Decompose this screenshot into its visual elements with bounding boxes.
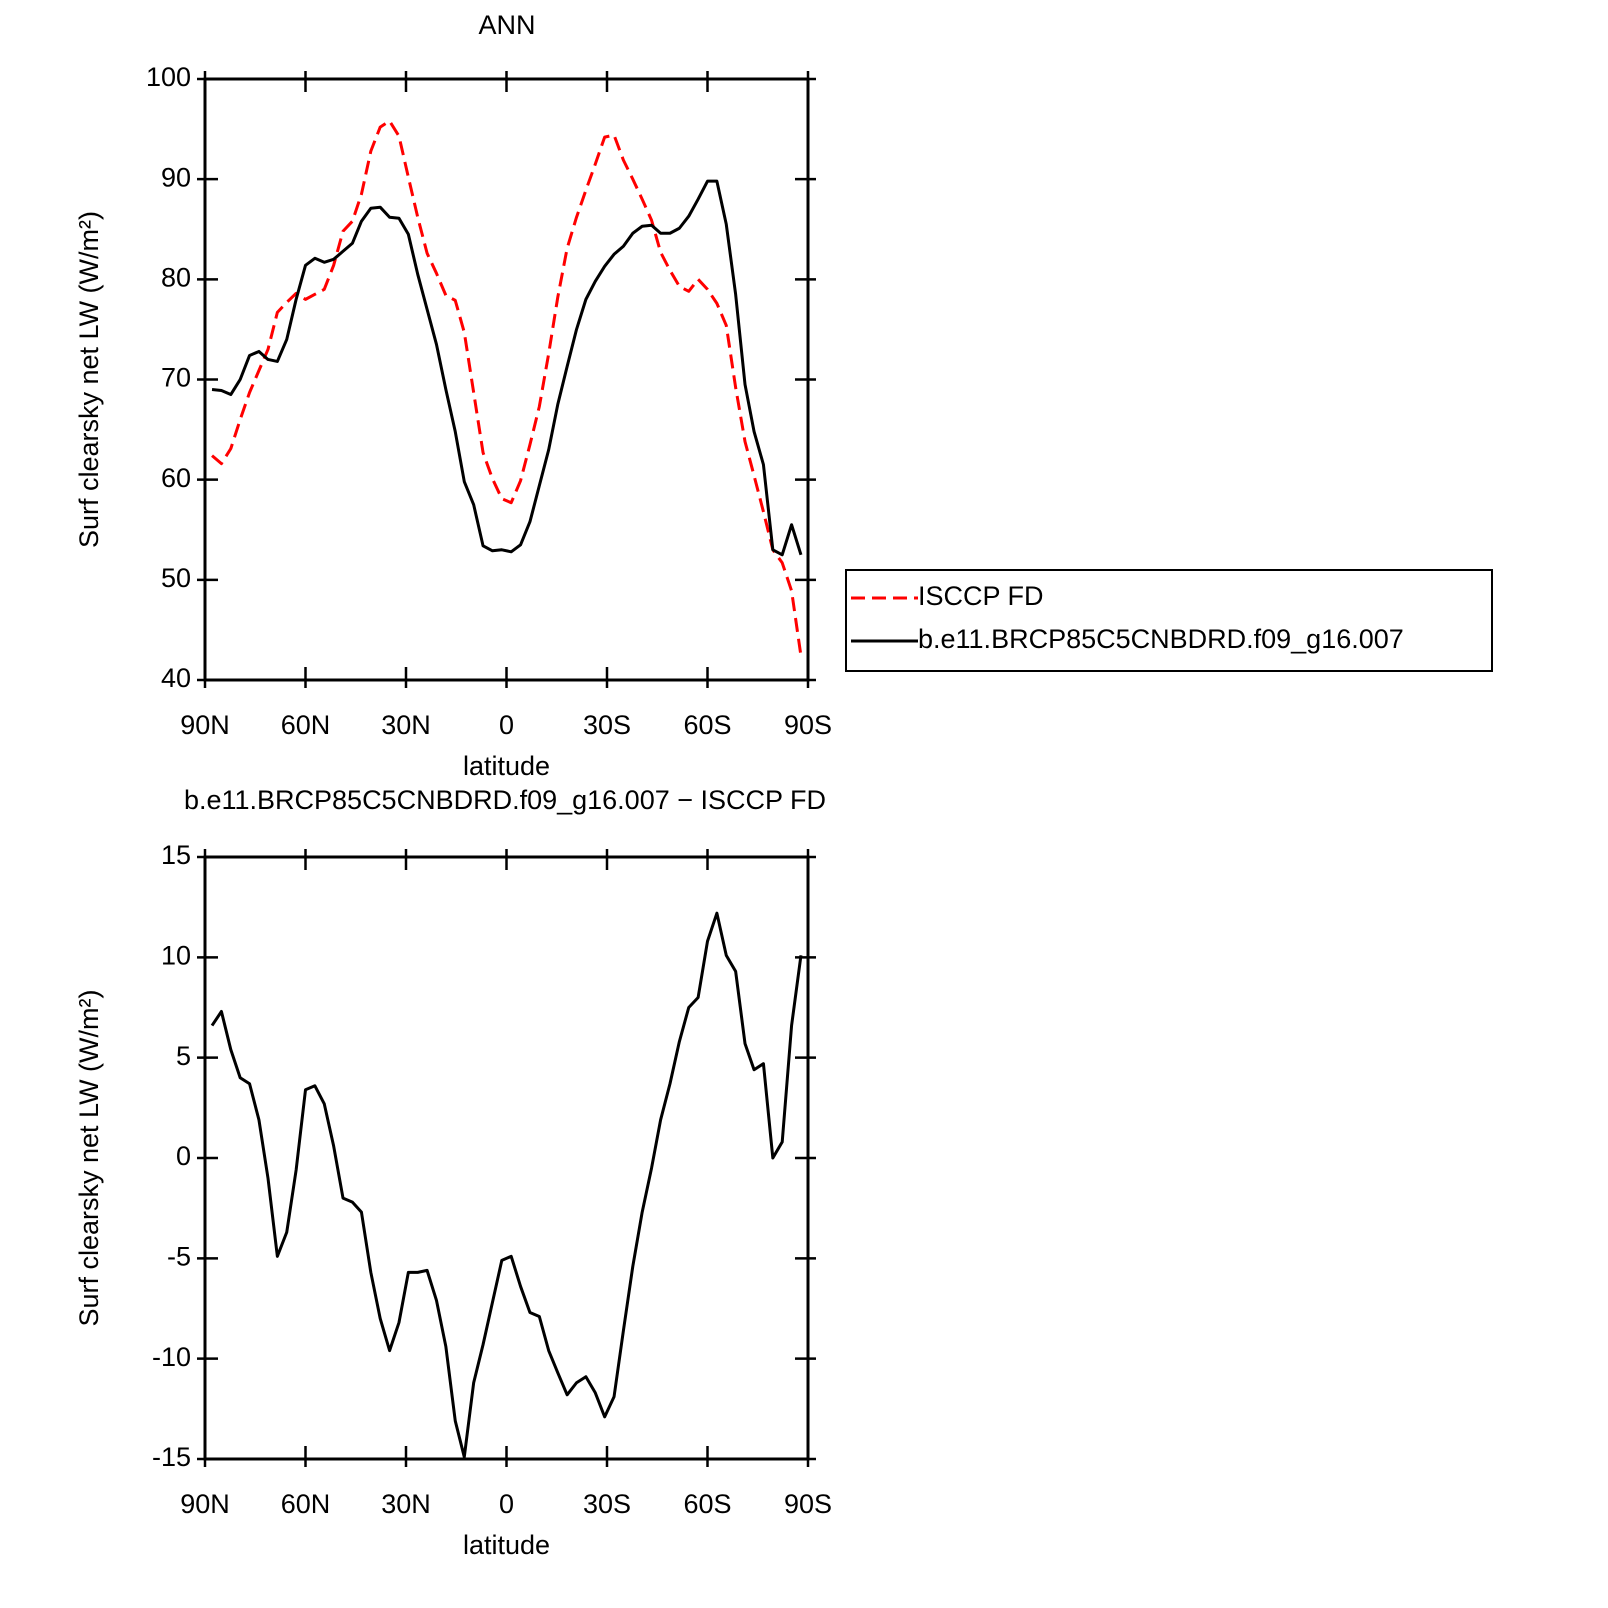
- y-tick-label: 80: [161, 262, 191, 292]
- y-tick-label: 5: [176, 1041, 191, 1071]
- chart-title: ANN: [478, 10, 535, 40]
- series-line: [211, 179, 803, 557]
- x-tick-label: 60S: [683, 710, 731, 740]
- x-axis-label: latitude: [463, 1530, 550, 1560]
- y-tick-label: 0: [176, 1141, 191, 1171]
- y-tick-label: 15: [161, 840, 191, 870]
- chart-title: b.e11.BRCP85C5CNBDRD.f09_g16.007 − ISCCP…: [184, 785, 826, 815]
- plot: ANN 40 50 60 70 80 90 100 90N 60N 30N 0 30S 60S 90S lat…: [74, 10, 832, 781]
- x-tick-label: 30S: [583, 710, 631, 740]
- plot: b.e11.BRCP85C5CNBDRD.f09_g16.007 − ISCCP…: [74, 785, 832, 1560]
- y-tick-label: 70: [161, 363, 191, 393]
- x-tick-label: 30S: [583, 1489, 631, 1519]
- y-tick-label: 60: [161, 463, 191, 493]
- y-tick-label: 10: [161, 940, 191, 970]
- y-tick-label: -15: [152, 1442, 191, 1472]
- y-axis-label: Surf clearsky net LW (W/m²): [74, 989, 104, 1326]
- plot-frame: [203, 77, 810, 682]
- plot-frame: [203, 855, 810, 1461]
- y-tick-label: -5: [167, 1241, 191, 1271]
- legend-label: ISCCP FD: [918, 581, 1044, 611]
- y-tick-label: -10: [152, 1342, 191, 1372]
- x-axis-label: latitude: [463, 751, 550, 781]
- y-tick-label: 40: [161, 663, 191, 693]
- y-tick-label: 50: [161, 563, 191, 593]
- x-tick-label: 60N: [281, 1489, 331, 1519]
- x-tick-label: 60S: [683, 1489, 731, 1519]
- x-tick-label: 30N: [381, 710, 431, 740]
- x-tick-label: 90S: [784, 710, 832, 740]
- x-tick-label: 0: [499, 1489, 514, 1519]
- y-tick-label: 90: [161, 162, 191, 192]
- legend: ISCCP FD b.e11.BRCP85C5CNBDRD.f09_g16.007: [845, 569, 1493, 672]
- x-tick-label: 90N: [180, 1489, 230, 1519]
- x-tick-label: 60N: [281, 710, 331, 740]
- y-axis-label: Surf clearsky net LW (W/m²): [74, 211, 104, 548]
- series-line: [210, 911, 803, 1459]
- x-tick-label: 0: [499, 710, 514, 740]
- series-line: [211, 119, 803, 657]
- x-tick-label: 90N: [180, 710, 230, 740]
- x-tick-label: 30N: [381, 1489, 431, 1519]
- y-tick-label: 100: [146, 62, 191, 92]
- legend-label: b.e11.BRCP85C5CNBDRD.f09_g16.007: [918, 624, 1404, 654]
- x-tick-label: 90S: [784, 1489, 832, 1519]
- legend-box: [845, 569, 1493, 672]
